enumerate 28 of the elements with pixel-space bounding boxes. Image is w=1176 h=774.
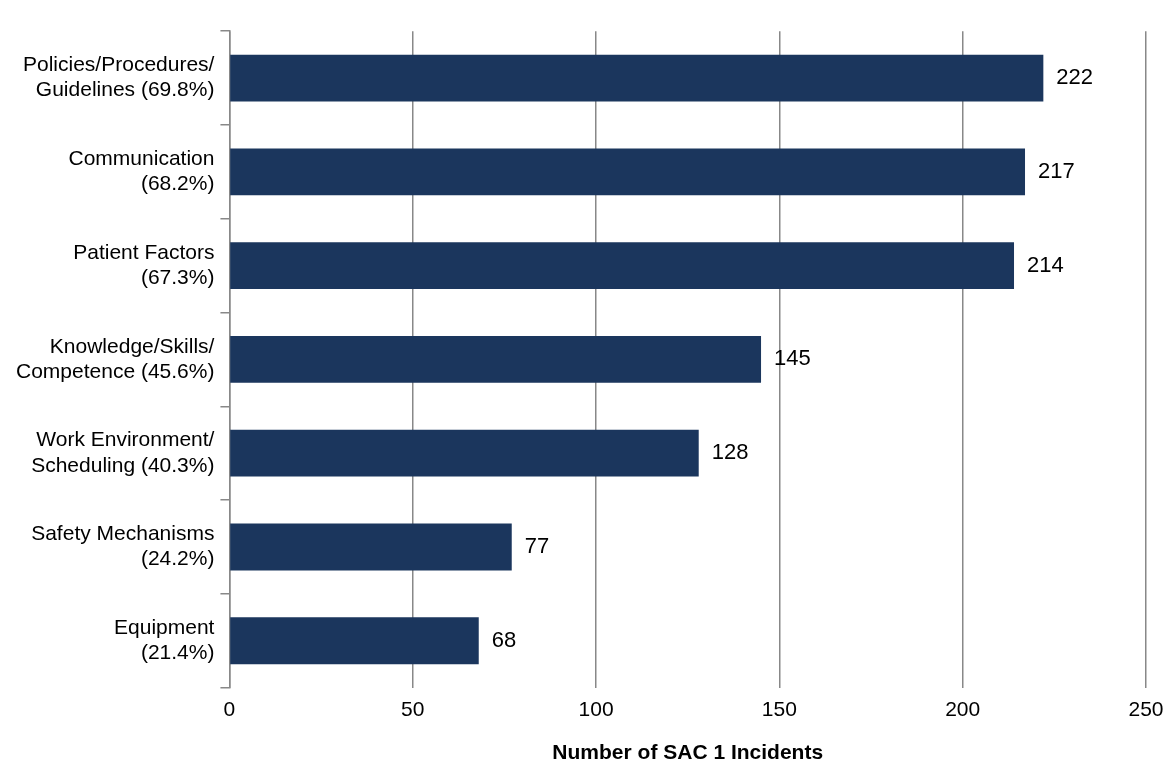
y-tick-label: Patient Factors (67.3%) <box>73 239 215 289</box>
x-tick-label: 250 <box>1128 697 1164 720</box>
bar <box>230 523 512 571</box>
bar <box>230 242 1015 290</box>
x-tick-label: 200 <box>945 697 981 720</box>
data-label: 214 <box>1027 251 1064 277</box>
data-label: 222 <box>1056 64 1094 90</box>
y-tick-label: Knowledge/Skills/ Competence (45.6%) <box>16 333 215 382</box>
y-tick-label: Policies/Procedures/ Guidelines (69.8%) <box>23 52 215 101</box>
x-tick-label: 50 <box>401 697 425 720</box>
x-tick-label: 100 <box>578 697 614 720</box>
x-axis-title: Number of SAC 1 Incidents <box>552 740 824 764</box>
y-tick-label: Safety Mechanisms (24.2%) <box>31 521 215 570</box>
data-label: 77 <box>524 533 550 559</box>
y-tick-label: Communication (68.2%) <box>68 146 215 195</box>
data-label: 217 <box>1038 157 1075 183</box>
bar <box>230 617 479 665</box>
y-tick-label: Work Environment/ Scheduling (40.3%) <box>31 427 215 476</box>
x-tick-label: 0 <box>223 697 236 720</box>
data-label: 68 <box>491 626 517 652</box>
data-label: 128 <box>711 439 749 465</box>
bar <box>230 429 699 477</box>
bar <box>230 148 1026 196</box>
data-label: 145 <box>774 345 811 371</box>
bar <box>230 335 762 383</box>
x-tick-label: 150 <box>761 697 797 720</box>
y-tick-label: Equipment (21.4%) <box>114 614 215 664</box>
bar <box>230 54 1044 102</box>
